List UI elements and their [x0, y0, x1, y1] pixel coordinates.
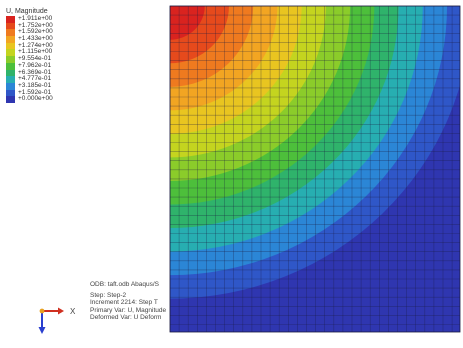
legend-swatch [6, 69, 15, 77]
increment-info: Increment 2214: Step T [90, 299, 158, 307]
legend-swatch [6, 42, 15, 50]
legend-value: +1.592e+00 [18, 28, 53, 36]
step-info: Step: Step-2 [90, 291, 127, 299]
legend-swatch [6, 76, 15, 83]
deformed-var-info: Deformed Var: U Deform [90, 314, 162, 322]
legend-entry: +0.000e+00 [6, 96, 68, 103]
legend-swatch [6, 62, 15, 70]
legend-entry: +7.962e-01 [6, 61, 68, 70]
legend-entry: +1.911e+00 [6, 15, 68, 23]
legend-entry: +1.592e-01 [6, 88, 68, 97]
legend-value: +9.554e-01 [18, 55, 52, 63]
legend-entry: +1.592e+00 [6, 28, 68, 37]
displacement-contour-plot [170, 6, 460, 332]
legend-swatch [6, 56, 15, 63]
model-info: ODB: taft.odb Abaqus/S Step: Step-2 Incr… [90, 281, 166, 322]
legend-entry: +6.369e-01 [6, 68, 68, 77]
legend-value: +1.433e+00 [18, 35, 53, 43]
legend-swatch [6, 96, 15, 103]
legend-swatch [6, 49, 15, 57]
legend-entry: +1.115e+00 [6, 48, 68, 57]
legend-value: +1.274e+00 [18, 41, 53, 49]
contour-legend: U, Magnitude +1.911e+00 +1.752e+00 +1.592e… [6, 8, 68, 103]
legend-entry: +9.554e-01 [6, 55, 68, 63]
legend-swatch [6, 89, 15, 97]
legend-entry: +1.752e+00 [6, 21, 68, 30]
primary-var-info: Primary Var: U, Magnitude [90, 306, 167, 314]
legend-value: +7.962e-01 [18, 61, 52, 69]
x-arrowhead-icon [58, 307, 64, 315]
legend-value: +6.369e-01 [18, 68, 52, 76]
contour-band [170, 6, 205, 40]
legend-value: +1.911e+00 [18, 15, 53, 22]
legend-value: +1.115e+00 [18, 48, 53, 56]
odb-info: ODB: taft.odb Abaqus/S [90, 281, 160, 288]
legend-value: +1.752e+00 [18, 21, 53, 29]
mesh-grid [169, 5, 461, 333]
legend-entries: +1.911e+00 +1.752e+00 +1.592e+00 +1.433e+00… [6, 15, 68, 103]
legend-swatch [6, 16, 15, 23]
legend-swatch [6, 22, 15, 30]
coordinate-triad: X [38, 307, 76, 334]
origin-dot [39, 308, 45, 314]
legend-swatch [6, 36, 15, 43]
legend-title: U, Magnitude [6, 8, 48, 15]
legend-entry: +1.433e+00 [6, 35, 68, 43]
legend-value: +3.185e-01 [18, 81, 52, 89]
legend-entry: +1.274e+00 [6, 41, 68, 50]
legend-entry: +4.777e-01 [6, 75, 68, 83]
y-arrowhead-icon [38, 327, 46, 334]
legend-value: +0.000e+00 [18, 95, 53, 103]
legend-value: +4.777e-01 [18, 75, 52, 83]
legend-value: +1.592e-01 [18, 88, 52, 96]
mesh-border [169, 5, 461, 333]
legend-swatch [6, 82, 15, 90]
x-axis-label: X [70, 307, 76, 316]
legend-swatch [6, 29, 15, 37]
legend-entry: +3.185e-01 [6, 81, 68, 90]
